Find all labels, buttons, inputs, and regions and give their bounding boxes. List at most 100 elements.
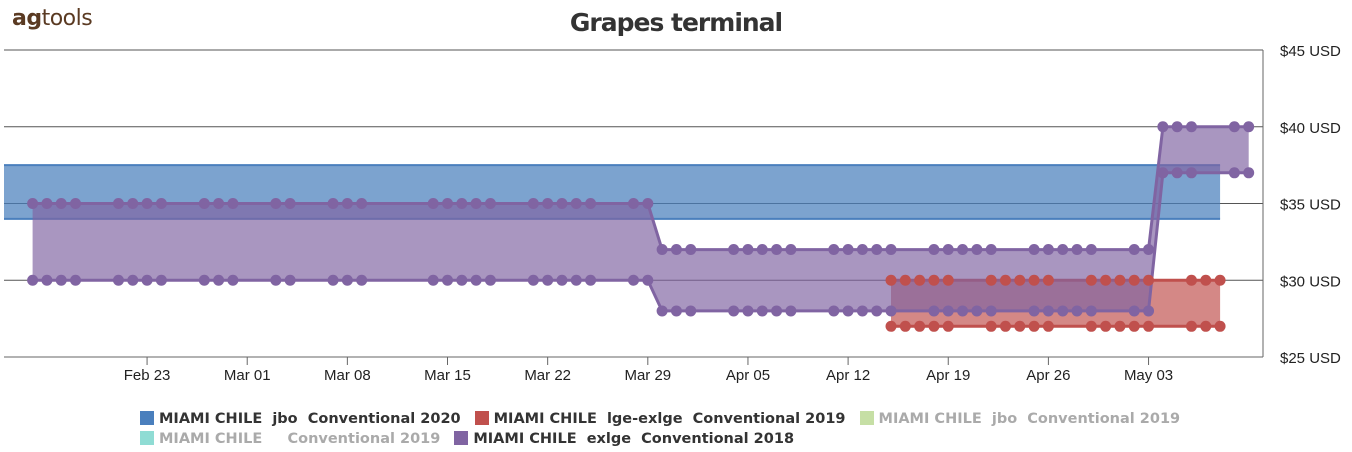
series-4-point-low [227,274,239,286]
series-4-point-low [1057,305,1069,317]
series-4-point-low [642,274,654,286]
chart-title: Grapes terminal [569,8,783,37]
series-4-point-high [198,198,210,209]
series-4-point-high [1171,121,1183,133]
series-4-point-low [356,274,368,286]
series-1-point-low [1114,320,1126,332]
series-4-point-low [756,305,768,317]
series-1-point-high [1143,274,1155,286]
series-4-point-low [856,305,868,317]
series-1-point-low [985,320,997,332]
legend-swatch [140,431,154,445]
series-4-point-high [957,244,969,256]
legend-item[interactable]: MIAMI CHILE jbo Conventional 2019 [859,409,1180,429]
series-4-point-high [542,198,554,209]
series-4-point-low [1028,305,1040,317]
series-4-point-low [1042,305,1054,317]
series-1-point-low [914,320,926,332]
series-4-point-high [327,198,339,209]
series-4-point-low [585,274,597,286]
series-1-point-high [999,274,1011,286]
series-4-point-low [1157,167,1169,179]
series-4-point-low [1171,167,1183,179]
series-4-point-high [756,244,768,256]
legend-swatch [859,411,874,425]
series-4-point-low [1085,305,1097,317]
series-4-point-low [527,274,539,286]
series-1-point-high [1214,274,1226,286]
series-4-point-high [771,244,783,256]
series-4-point-low [1143,305,1155,317]
series-4-point-high [284,198,296,209]
x-tick-label: Feb 23 [124,367,171,384]
series-4-point-high [928,244,940,256]
legend-swatch [474,411,489,425]
series-4-point-low [957,305,969,317]
series-4-point-low [341,274,353,286]
series-1-point-high [914,274,926,286]
series-4-point-high [227,198,239,209]
series-4-point-low [628,274,639,286]
series-4-point-high [670,244,682,256]
series-4-point-low [470,274,482,286]
series-1-point-low [942,320,954,332]
series-4-band [32,126,1249,311]
series-markers [27,121,1255,332]
series-areas [4,125,1249,328]
series-4-point-low [771,305,783,317]
series-4-point-low [871,305,883,317]
series-1-point-low [885,320,897,332]
series-4-point-high [871,244,883,256]
series-4-point-low [270,274,282,286]
series-4-point-low [213,274,225,286]
x-tick-label: Mar 15 [424,367,471,384]
series-1-point-high [1014,274,1026,286]
series-4-point-high [112,198,124,209]
agtools-logo: agtools [12,6,93,31]
series-4-point-low [127,274,139,286]
series-4-point-low [570,274,582,286]
series-1-point-high [928,274,940,286]
legend-item[interactable]: MIAMI CHILE lge-exlge Conventional 2019 [474,409,846,429]
legend-label: MIAMI CHILE jbo Conventional 2020 [159,411,461,427]
legend-item[interactable]: MIAMI CHILE Conventional 2019 [140,429,440,449]
series-4-point-high [585,198,597,209]
series-4-point-high [1057,244,1069,256]
series-4-point-high [484,198,496,209]
series-4-point-high [785,244,797,256]
series-4-point-low [484,274,496,286]
legend-item[interactable]: MIAMI CHILE exlge Conventional 2018 [454,429,794,449]
series-4-point-low [327,274,339,286]
series-1-point-high [885,274,897,286]
series-4-point-low [198,274,210,286]
x-tick-label: Apr 19 [926,367,970,384]
series-4-point-low [556,274,568,286]
series-4-point-low [656,305,668,317]
series-4-point-high [842,244,854,256]
series-4-point-low [1185,167,1197,179]
y-tick-label: $25 USD [1280,350,1341,367]
series-4-point-high [885,244,897,256]
series-4-point-low [928,305,940,317]
series-1-point-high [1028,274,1040,286]
series-1-point-high [1100,274,1112,286]
series-4-point-low [785,305,797,317]
series-4-point-high [270,198,282,209]
series-4-point-high [213,198,225,209]
series-4-high-line [32,125,1249,252]
legend-swatch [454,431,469,445]
series-4-point-high [70,198,82,209]
series-4-point-low [971,305,983,317]
series-4-point-high [642,198,654,209]
series-4-low-line [32,171,1249,313]
series-4-point-high [127,198,139,209]
series-4-point-low [41,274,53,286]
series-4-point-low [112,274,124,286]
series-4-point-low [141,274,153,286]
series-4-point-low [828,305,840,317]
series-4-point-low [456,274,468,286]
series-1-point-low [1100,320,1112,332]
series-4-point-high [1042,244,1054,256]
legend-item[interactable]: MIAMI CHILE jbo Conventional 2020 [140,409,461,429]
series-4-point-high [570,198,582,209]
